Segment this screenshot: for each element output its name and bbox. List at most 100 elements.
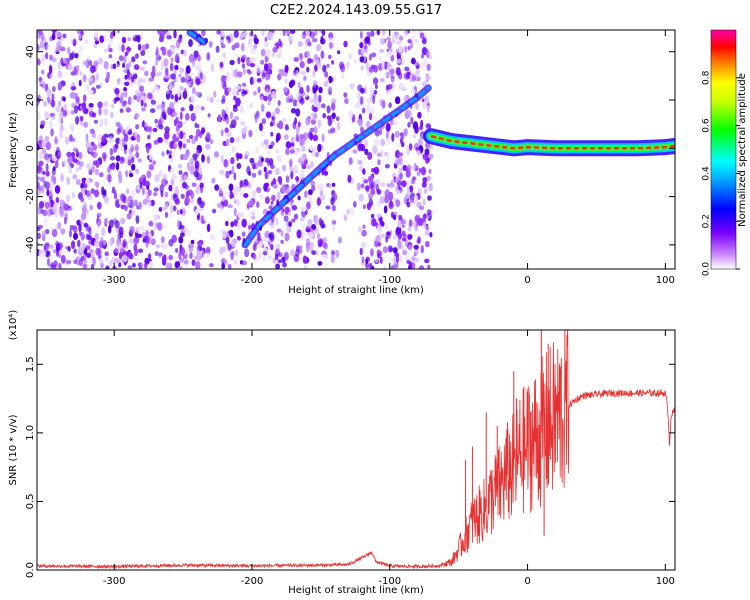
noise-speck	[255, 146, 259, 154]
noise-speck	[289, 149, 295, 154]
noise-speck	[158, 207, 163, 212]
noise-speck	[405, 179, 410, 188]
noise-speck	[105, 256, 109, 262]
noise-speck	[91, 253, 95, 262]
noise-speck	[58, 116, 61, 123]
noise-speck	[372, 95, 376, 105]
noise-speck	[93, 189, 100, 198]
noise-speck	[199, 249, 205, 258]
noise-speck	[291, 205, 298, 211]
noise-speck	[236, 90, 240, 96]
noise-speck	[220, 129, 224, 137]
noise-speck	[187, 162, 191, 171]
noise-speck	[314, 97, 319, 107]
noise-speck	[50, 128, 54, 137]
noise-speck	[353, 58, 357, 64]
noise-speck	[152, 127, 158, 133]
noise-speck	[77, 239, 81, 248]
noise-speck	[263, 41, 269, 48]
noise-speck	[142, 177, 147, 187]
noise-speck	[328, 54, 332, 60]
noise-speck	[71, 192, 76, 199]
noise-speck	[45, 52, 49, 60]
noise-speck	[73, 92, 79, 97]
noise-speck	[252, 244, 257, 252]
noise-speck	[317, 261, 323, 266]
noise-speck	[283, 251, 289, 261]
noise-speck	[241, 218, 247, 228]
noise-speck	[41, 54, 45, 63]
noise-speck	[89, 204, 93, 211]
noise-speck	[397, 240, 402, 250]
noise-speck	[422, 37, 427, 44]
noise-speck	[359, 96, 364, 105]
noise-speck	[160, 62, 164, 72]
noise-speck	[85, 233, 90, 240]
noise-speck	[176, 209, 180, 215]
noise-speck	[225, 220, 229, 227]
noise-speck	[407, 234, 413, 240]
noise-speck	[190, 95, 196, 105]
noise-speck	[135, 124, 140, 130]
noise-speck	[94, 181, 100, 187]
noise-speck	[426, 175, 431, 181]
noise-speck	[348, 157, 353, 166]
noise-speck	[71, 51, 75, 59]
noise-speck	[228, 183, 234, 192]
noise-speck	[158, 37, 164, 43]
noise-speck	[410, 116, 414, 125]
noise-speck	[246, 58, 251, 66]
noise-speck	[179, 85, 184, 91]
noise-speck	[227, 243, 232, 251]
noise-speck	[258, 250, 263, 259]
noise-speck	[410, 57, 416, 65]
noise-speck	[368, 192, 373, 200]
noise-speck	[92, 160, 98, 166]
noise-speck	[80, 255, 85, 262]
noise-speck	[284, 78, 288, 84]
noise-speck	[235, 152, 240, 158]
noise-speck	[166, 35, 172, 40]
noise-speck	[372, 145, 378, 155]
noise-speck	[322, 113, 327, 119]
noise-speck	[308, 232, 315, 239]
noise-speck	[320, 194, 326, 201]
noise-speck	[41, 230, 46, 240]
noise-speck	[178, 236, 184, 244]
noise-speck	[394, 130, 400, 138]
noise-speck	[103, 48, 109, 53]
noise-speck	[103, 35, 107, 41]
noise-speck	[119, 217, 126, 225]
noise-speck	[93, 144, 97, 151]
noise-speck	[371, 64, 375, 69]
noise-speck	[117, 242, 123, 250]
noise-speck	[315, 59, 320, 67]
noise-speck	[74, 68, 79, 76]
noise-speck	[49, 73, 53, 79]
noise-speck	[379, 48, 385, 54]
noise-speck	[250, 47, 256, 55]
noise-speck	[177, 163, 183, 169]
noise-speck	[416, 171, 421, 176]
noise-speck	[177, 120, 183, 129]
noise-speck	[420, 245, 424, 254]
noise-speck	[193, 170, 199, 178]
noise-speck	[404, 45, 408, 54]
noise-speck	[426, 209, 431, 216]
noise-speck	[188, 247, 194, 253]
x-tick-label: 100	[656, 275, 675, 286]
noise-speck	[428, 168, 432, 174]
noise-speck	[95, 247, 101, 256]
noise-speck	[109, 155, 116, 161]
noise-speck	[285, 30, 290, 36]
noise-speck	[108, 260, 113, 267]
noise-speck	[305, 228, 311, 233]
noise-speck	[118, 44, 122, 52]
noise-speck	[260, 59, 265, 65]
noise-speck	[329, 77, 334, 83]
noise-speck	[123, 55, 127, 65]
noise-speck	[96, 240, 100, 245]
noise-speck	[379, 77, 385, 83]
noise-speck	[209, 96, 214, 104]
noise-speck	[394, 150, 401, 159]
